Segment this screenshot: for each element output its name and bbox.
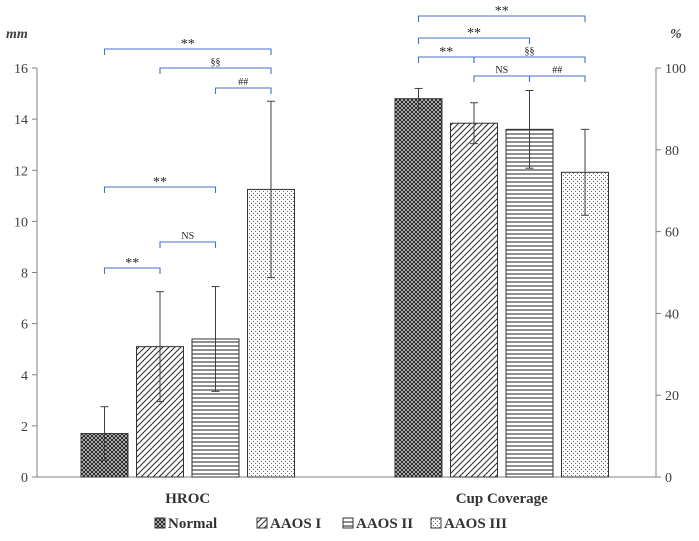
bar-aaos-i-cup-coverage	[450, 122, 498, 478]
significance-bracket: **	[417, 4, 586, 22]
y-tick-label-left: 0	[21, 471, 28, 486]
significance-bracket: ##	[214, 77, 272, 94]
y-axis-right-unit: %	[670, 27, 682, 42]
error-bar	[211, 286, 220, 392]
significance-bracket: **	[417, 45, 475, 63]
error-bar	[581, 128, 589, 216]
bar-normal-cup-coverage	[394, 98, 443, 478]
y-tick-label-left: 10	[14, 215, 28, 230]
significance-brackets: ** §§ ## ** NS ** ** ** ** §§ NS ##	[103, 4, 586, 274]
labels: 0 2 4 6 8 10 12 14 16 0 20 40 60 80 100 mm % HROC Cup Cove…	[6, 27, 686, 507]
y-tick-label-right: 0	[665, 471, 672, 486]
significance-label: **	[181, 37, 195, 52]
legend-item-aaos-i: AAOS I	[256, 516, 321, 532]
significance-label: ##	[552, 65, 562, 76]
y-axis-left-unit: mm	[6, 27, 28, 42]
y-tick-label-left: 6	[21, 318, 28, 333]
y-tick-label-left: 12	[14, 164, 28, 179]
error-bar	[525, 89, 534, 169]
legend-swatch	[342, 517, 354, 529]
legend-swatch	[430, 517, 442, 529]
error-bar	[267, 100, 275, 279]
category-label: Cup Coverage	[456, 491, 548, 507]
significance-label: §§	[525, 46, 535, 57]
legend-item-normal: Normal	[154, 516, 217, 532]
y-tick-label-left: 14	[14, 113, 28, 128]
significance-bracket: **	[103, 256, 161, 274]
legend-label: AAOS II	[356, 516, 413, 532]
significance-bracket: **	[417, 26, 531, 44]
significance-label: **	[495, 4, 509, 19]
significance-label: §§	[211, 57, 221, 68]
significance-label: ##	[238, 77, 248, 88]
y-tick-label-right: 100	[665, 62, 686, 77]
error-bar	[414, 87, 423, 110]
legend-item-aaos-iii: AAOS III	[430, 516, 507, 532]
error-bar	[100, 406, 109, 461]
legend-label: AAOS III	[444, 516, 507, 532]
legend-swatch	[154, 517, 166, 529]
significance-bracket: **	[103, 175, 217, 193]
significance-label: **	[153, 175, 167, 190]
y-tick-label-right: 60	[665, 226, 679, 241]
legend-label: Normal	[168, 516, 217, 532]
y-tick-label-right: 20	[665, 389, 679, 404]
y-tick-label-left: 4	[21, 369, 28, 384]
significance-bracket: §§	[473, 46, 586, 63]
y-tick-label-right: 40	[665, 307, 679, 322]
significance-bracket: **	[103, 37, 272, 55]
significance-bracket: §§	[159, 57, 272, 74]
error-bar	[470, 102, 478, 145]
bars	[80, 98, 609, 478]
legend: Normal AAOS I AAOS II AAOS III	[154, 516, 507, 532]
significance-label: NS	[181, 231, 194, 242]
bar-aaos-iii-cup-coverage	[561, 171, 609, 478]
significance-label: **	[125, 256, 139, 271]
significance-label: **	[439, 45, 453, 60]
significance-bracket: NS	[473, 65, 531, 82]
error-bars	[100, 87, 589, 461]
legend-swatch	[256, 517, 268, 529]
legend-item-aaos-ii: AAOS II	[342, 516, 413, 532]
significance-bracket: ##	[528, 65, 586, 82]
y-tick-label-right: 80	[665, 144, 679, 159]
bar-aaos-ii-cup-coverage	[505, 128, 554, 478]
category-label: HROC	[165, 491, 210, 507]
significance-label: NS	[495, 65, 508, 76]
y-tick-label-left: 16	[14, 62, 28, 77]
y-tick-label-left: 8	[21, 267, 28, 282]
error-bar	[156, 291, 164, 403]
y-tick-label-left: 2	[21, 420, 28, 435]
significance-bracket: NS	[159, 231, 217, 248]
significance-label: **	[467, 26, 481, 41]
legend-label: AAOS I	[270, 516, 321, 532]
